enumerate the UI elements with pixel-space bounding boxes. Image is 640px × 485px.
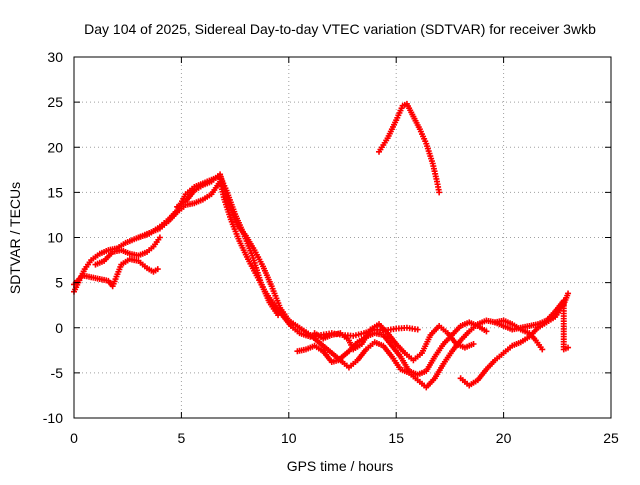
y-tick-label: 20 xyxy=(47,139,63,155)
data-point xyxy=(539,346,546,353)
series-track-j xyxy=(376,100,443,196)
y-tick-label: 15 xyxy=(47,184,63,200)
x-tick-label: 0 xyxy=(70,430,78,446)
data-point xyxy=(414,326,421,333)
data-point xyxy=(156,234,163,241)
x-tick-label: 10 xyxy=(281,430,297,446)
x-tick-label: 15 xyxy=(388,430,404,446)
x-tick-label: 5 xyxy=(178,430,186,446)
data-point xyxy=(483,328,490,335)
series-track-h xyxy=(457,290,572,389)
y-tick-label: 30 xyxy=(47,49,63,65)
x-tick-label: 20 xyxy=(496,430,512,446)
chart-title: Day 104 of 2025, Sidereal Day-to-day VTE… xyxy=(84,21,596,37)
y-tick-label: 0 xyxy=(55,320,63,336)
y-axis-label: SDTVAR / TECUs xyxy=(7,182,23,294)
y-tick-label: 5 xyxy=(55,275,63,291)
y-tick-label: 10 xyxy=(47,230,63,246)
data-layer xyxy=(71,100,572,391)
data-point xyxy=(565,344,572,351)
series-track-b xyxy=(71,256,161,290)
x-axis-label: GPS time / hours xyxy=(287,458,394,474)
tick-layer: 0 5 10 15 20 25 -10 -5 0 5 10 15 20 25 30 xyxy=(43,49,619,446)
series-track-a xyxy=(71,178,421,340)
x-tick-label: 25 xyxy=(603,430,619,446)
data-point xyxy=(154,266,161,273)
y-tick-label: -10 xyxy=(43,410,63,426)
y-tick-label: 25 xyxy=(47,94,63,110)
series-track-c xyxy=(92,234,163,268)
data-point xyxy=(436,189,443,196)
series-track-e xyxy=(174,171,546,391)
data-point xyxy=(565,290,572,297)
series-track-g xyxy=(311,321,477,364)
data-point xyxy=(470,340,477,347)
y-tick-label: -5 xyxy=(51,365,64,381)
series-track-i xyxy=(492,297,572,353)
data-point xyxy=(275,312,282,319)
